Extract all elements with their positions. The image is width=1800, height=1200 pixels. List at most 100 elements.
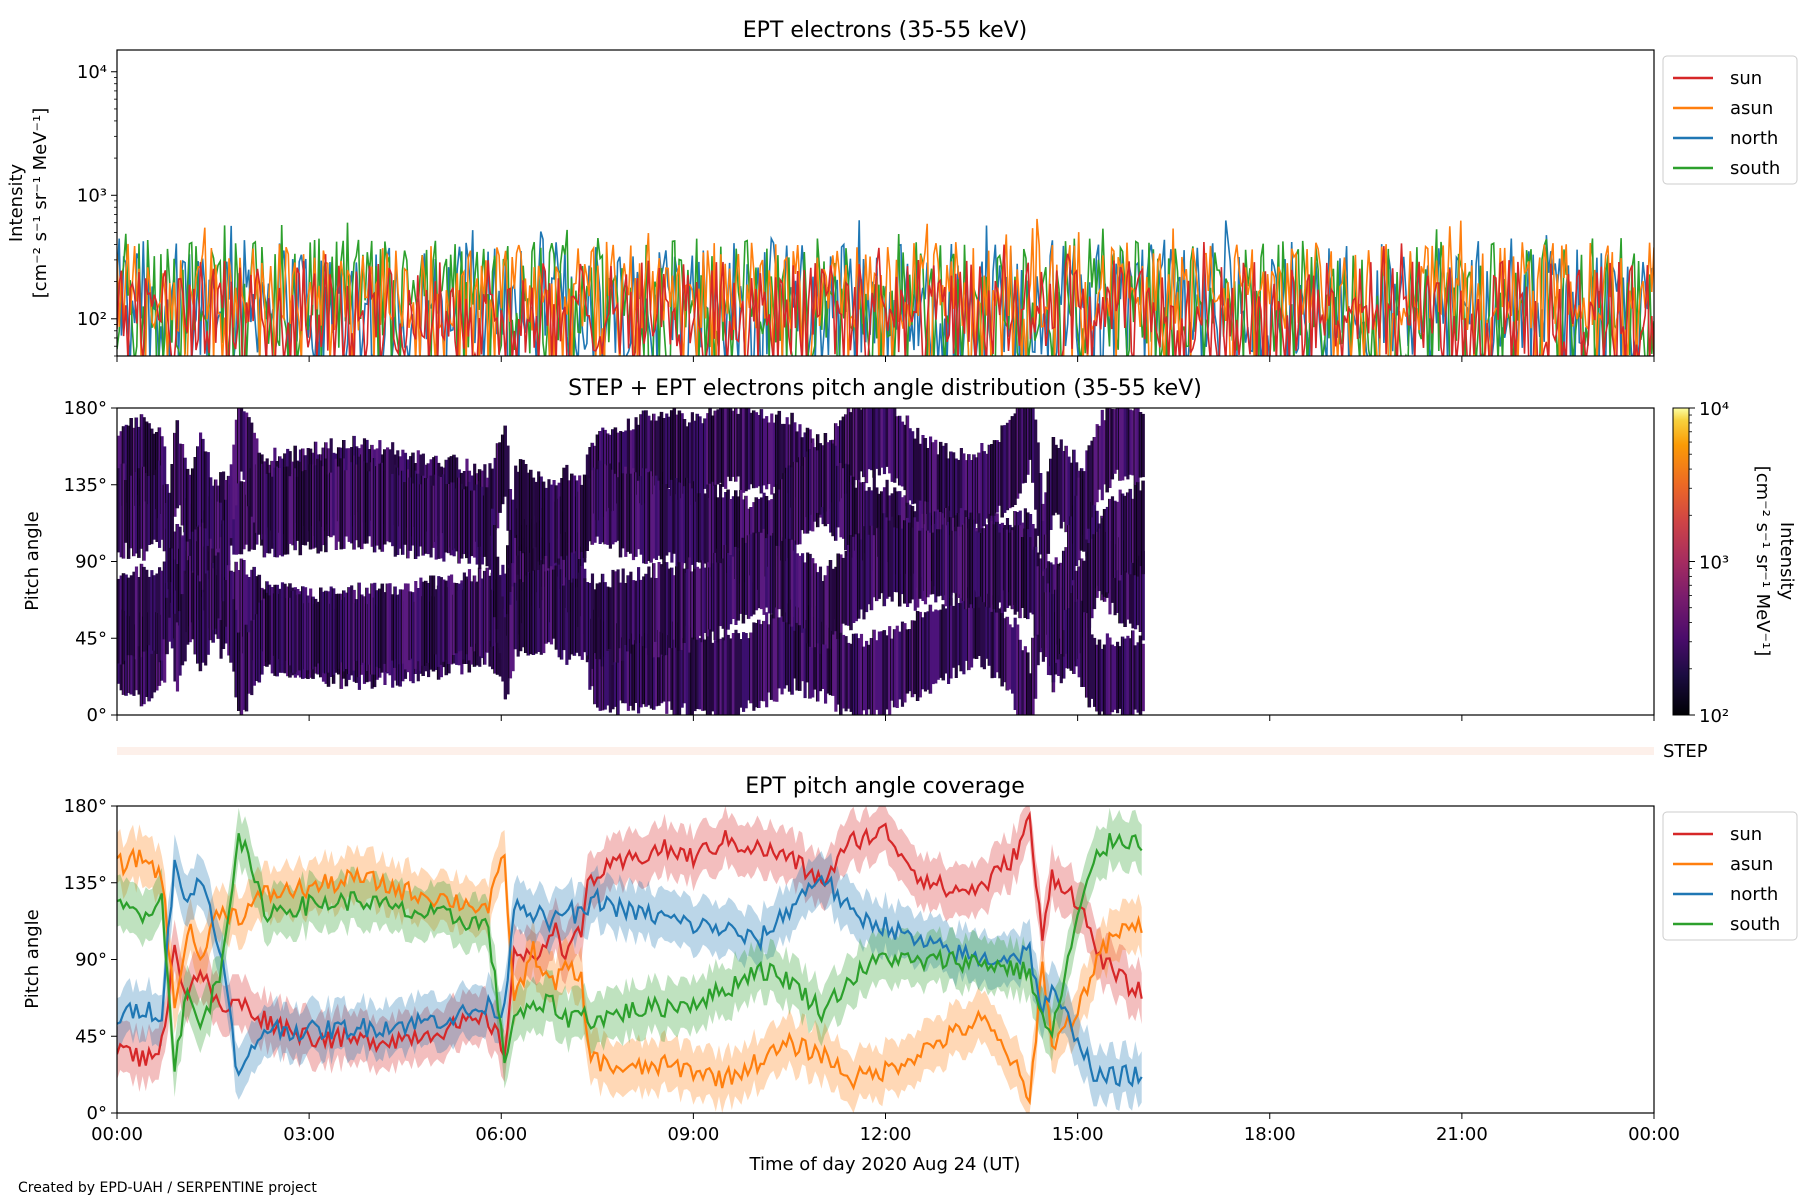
heatmap-cell xyxy=(834,619,838,712)
heatmap-cell xyxy=(972,454,976,528)
heatmap-cell xyxy=(1090,634,1094,699)
heatmap-cell xyxy=(514,465,518,538)
heatmap-cell xyxy=(680,562,684,650)
heatmap-cell xyxy=(173,613,177,682)
heatmap-cell xyxy=(895,416,899,479)
heatmap-cell xyxy=(1093,637,1097,707)
heatmap-cell xyxy=(334,458,338,550)
heatmap-cell xyxy=(644,633,648,707)
heatmap-cell xyxy=(882,408,887,475)
heatmap-cell xyxy=(1016,529,1020,612)
heatmap-cell xyxy=(657,480,661,556)
heatmap-cell xyxy=(803,602,807,699)
heatmap-cell xyxy=(657,562,661,658)
heatmap-cell xyxy=(672,621,677,715)
heatmap-cell xyxy=(414,470,418,559)
heatmap-cell xyxy=(511,519,515,612)
heatmap-cell xyxy=(854,534,858,622)
heatmap-cell xyxy=(588,582,592,660)
heatmap-cell xyxy=(716,639,720,715)
heatmap-cell xyxy=(770,499,774,563)
heatmap-cell xyxy=(747,408,751,490)
heatmap-cell xyxy=(283,594,287,669)
heatmap-cell xyxy=(252,432,256,523)
credit-text: Created by EPD-UAH / SERPENTINE project xyxy=(18,1180,317,1196)
heatmap-cell xyxy=(593,589,597,654)
heatmap-cell xyxy=(506,445,510,531)
heatmap-cell xyxy=(1062,451,1066,522)
heatmap-cell xyxy=(204,451,208,529)
heatmap-cell xyxy=(1008,532,1012,606)
heatmap-cell xyxy=(1067,525,1071,609)
heatmap-cell xyxy=(683,419,687,494)
heatmap-cell xyxy=(567,531,572,613)
heatmap-cell xyxy=(854,633,858,715)
heatmap-cell xyxy=(598,617,602,711)
heatmap-cell xyxy=(1105,633,1109,715)
heatmap-cell xyxy=(532,477,536,549)
heatmap-cell xyxy=(713,640,718,715)
heatmap-cell xyxy=(357,582,361,678)
heatmap-cell xyxy=(1136,481,1140,577)
heatmap-cell xyxy=(1095,644,1099,712)
panel1-ylabel: Intensity [cm⁻² s⁻¹ sr⁻¹ MeV⁻¹] xyxy=(6,108,51,299)
heatmap-cell xyxy=(993,524,997,610)
heatmap-cell xyxy=(280,597,285,665)
heatmap-cell xyxy=(729,638,733,715)
heatmap-cell xyxy=(829,440,833,533)
y-tick-label: 90° xyxy=(75,950,107,971)
heatmap-cell xyxy=(242,636,246,710)
heatmap-cell xyxy=(793,461,797,551)
heatmap-cell xyxy=(129,475,133,549)
heatmap-cell xyxy=(711,563,715,632)
heatmap-cell xyxy=(729,555,733,625)
heatmap-cell xyxy=(296,476,300,541)
heatmap-cell xyxy=(667,635,671,702)
heatmap-cell xyxy=(947,521,951,602)
heatmap-cell xyxy=(339,599,344,663)
heatmap-cell xyxy=(970,460,974,523)
heatmap-cell xyxy=(895,625,899,708)
heatmap-cell xyxy=(744,633,748,709)
heatmap-cell xyxy=(975,531,979,598)
heatmap-cell xyxy=(990,520,994,612)
heatmap-cell xyxy=(165,583,169,655)
heatmap-cell xyxy=(652,476,656,559)
heatmap-cell xyxy=(736,413,741,477)
heatmap-cell xyxy=(421,581,425,666)
heatmap-cell xyxy=(1098,528,1102,592)
heatmap-cell xyxy=(767,422,771,485)
heatmap-cell xyxy=(534,481,538,548)
heatmap-cell xyxy=(816,606,820,702)
heatmap-cell xyxy=(857,408,861,484)
heatmap-cell xyxy=(721,637,725,715)
heatmap-cell xyxy=(147,576,151,646)
heatmap-cell xyxy=(132,468,136,557)
heatmap-cell xyxy=(926,448,930,514)
series-sun-band xyxy=(117,806,1142,1092)
heatmap-cell xyxy=(967,519,971,608)
heatmap-cell xyxy=(206,570,210,655)
heatmap-cell xyxy=(434,474,438,560)
heatmap-cell xyxy=(268,595,272,665)
heatmap-cell xyxy=(580,484,584,552)
heatmap-cell xyxy=(1139,555,1143,632)
heatmap-cell xyxy=(798,555,802,626)
heatmap-cell xyxy=(488,577,492,641)
heatmap-cell xyxy=(432,485,436,548)
heatmap-cell xyxy=(690,412,694,505)
heatmap-cell xyxy=(1005,422,1010,511)
heatmap-cell xyxy=(245,482,249,545)
heatmap-cell xyxy=(652,413,656,495)
heatmap-cell xyxy=(240,408,244,472)
colorbar-tick-label: 10³ xyxy=(1699,553,1729,574)
heatmap-cell xyxy=(145,473,149,552)
heatmap-cell xyxy=(665,413,669,490)
heatmap-cell xyxy=(1003,425,1007,513)
heatmap-cell xyxy=(1036,442,1040,536)
heatmap-cell xyxy=(370,462,374,547)
heatmap-cell xyxy=(478,567,482,657)
heatmap-cell xyxy=(583,474,587,558)
heatmap-cell xyxy=(626,418,630,509)
heatmap-cell xyxy=(240,558,244,652)
